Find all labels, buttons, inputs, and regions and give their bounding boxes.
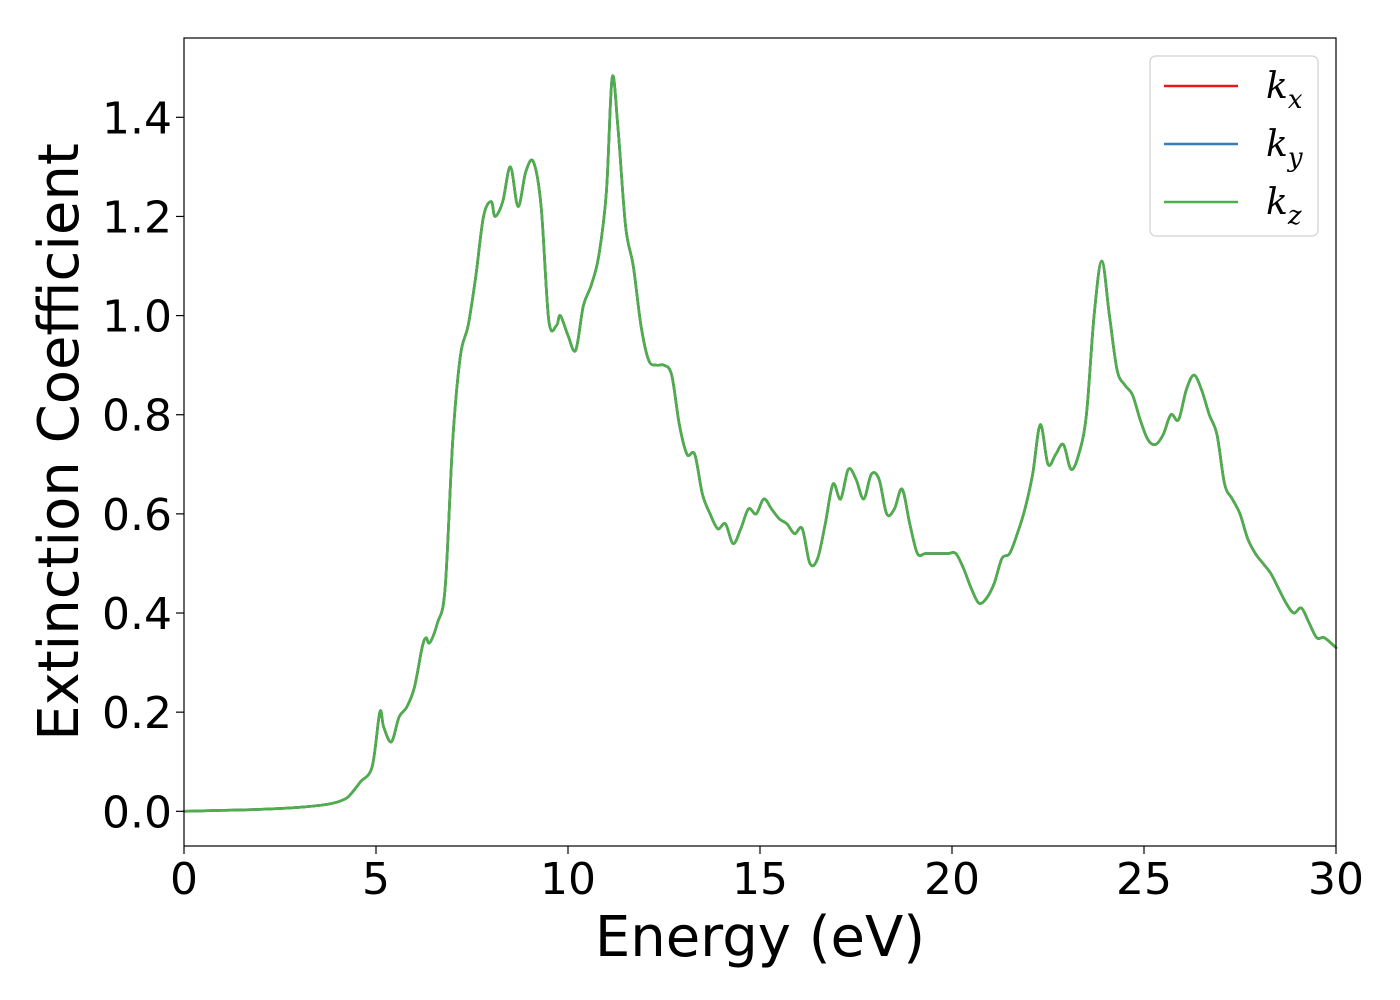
y-axis-ticks: 0.0 0.2 0.4 0.6 0.8 1.0 1.2 1.4: [102, 93, 184, 838]
y-tick-label: 0.6: [102, 490, 172, 541]
plot-area: [184, 38, 1336, 846]
legend-label-subscript: x: [1288, 85, 1303, 115]
y-tick-label: 1.2: [102, 192, 172, 243]
legend-label-base: k: [1266, 66, 1288, 107]
x-axis-label: Energy (eV): [595, 905, 925, 970]
x-tick-label: 10: [540, 854, 596, 905]
y-tick-label: 0.4: [102, 589, 172, 640]
legend-label-z: kz: [1266, 182, 1302, 231]
y-tick-label: 0.8: [102, 391, 172, 442]
legend-label-base: k: [1266, 182, 1288, 223]
x-tick-label: 0: [170, 854, 198, 905]
x-tick-label: 5: [362, 854, 390, 905]
y-axis-label: Extinction Coefficient: [27, 143, 92, 741]
y-tick-label: 0.2: [102, 688, 172, 739]
y-tick-label: 0.0: [102, 787, 172, 838]
x-axis-ticks: 0 5 10 15 20 25 30: [170, 846, 1364, 905]
x-tick-label: 15: [732, 854, 788, 905]
series-lines: [182, 74, 1338, 813]
legend-label-x: kx: [1266, 66, 1303, 115]
series-line-z: [182, 74, 1338, 813]
legend-box: [1149, 55, 1319, 237]
legend-label-y: ky: [1266, 124, 1303, 173]
x-tick-label: 30: [1308, 854, 1364, 905]
x-tick-label: 25: [1116, 854, 1172, 905]
y-tick-label: 1.4: [102, 93, 172, 144]
legend-label-subscript: y: [1287, 143, 1303, 173]
y-tick-label: 1.0: [102, 292, 172, 343]
x-tick-label: 20: [924, 854, 980, 905]
legend-label-base: k: [1266, 124, 1288, 165]
legend-label-subscript: z: [1287, 201, 1302, 231]
